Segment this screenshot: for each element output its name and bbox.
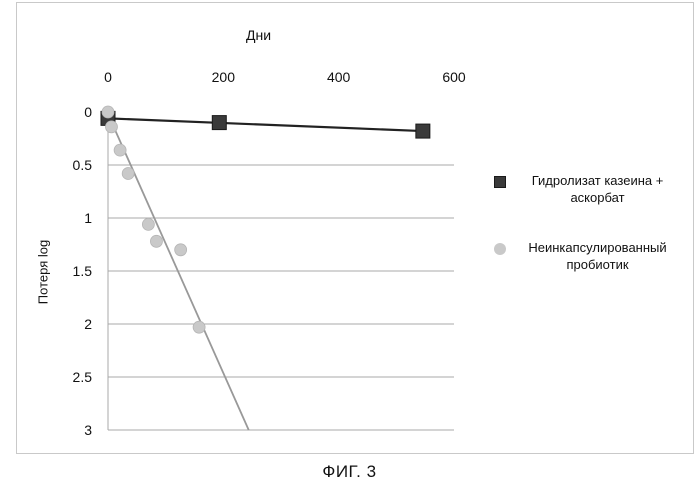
y-tick-label: 3 <box>84 422 92 438</box>
y-tick-label: 2 <box>84 316 92 332</box>
data-point-square <box>212 116 226 130</box>
data-point-square <box>416 124 430 138</box>
data-point-circle <box>102 106 114 118</box>
x-axis-title: Дни <box>246 27 271 43</box>
grid-lines <box>108 165 454 430</box>
trendline <box>108 118 423 131</box>
data-points <box>101 106 430 333</box>
trendlines <box>108 114 423 430</box>
x-tick-label: 0 <box>104 69 112 85</box>
data-point-circle <box>150 235 162 247</box>
legend-circle-marker <box>494 243 506 255</box>
y-tick-labels: 0 0.5 1 1.5 2 2.5 3 <box>73 104 93 438</box>
x-tick-label: 600 <box>442 69 466 85</box>
x-tick-label: 200 <box>212 69 236 85</box>
data-point-circle <box>122 167 134 179</box>
y-tick-label: 1 <box>84 210 92 226</box>
legend-item-casein-ascorbate: Гидролизат казеина + аскорбат <box>494 172 694 206</box>
legend-label: Гидролизат казеина + аскорбат <box>494 172 685 206</box>
x-tick-labels: 0 200 400 600 <box>104 69 466 85</box>
data-point-circle <box>105 121 117 133</box>
figure-caption: ФИГ. 3 <box>0 462 699 482</box>
legend: Гидролизат казеина + аскорбат Неинкапсул… <box>494 172 694 273</box>
data-point-circle <box>142 218 154 230</box>
legend-item-unencapsulated-probiotic: Неинкапсулированный пробиотик <box>494 239 694 273</box>
trendline <box>108 114 249 430</box>
y-axis-title: Потеря log <box>36 240 51 304</box>
y-tick-label: 2.5 <box>73 369 93 385</box>
legend-square-marker <box>494 176 506 188</box>
y-tick-label: 0 <box>84 104 92 120</box>
x-tick-label: 400 <box>327 69 351 85</box>
data-point-circle <box>175 244 187 256</box>
data-point-circle <box>114 144 126 156</box>
y-tick-label: 1.5 <box>73 263 93 279</box>
data-point-circle <box>193 321 205 333</box>
legend-label: Неинкапсулированный пробиотик <box>494 239 685 273</box>
y-tick-label: 0.5 <box>73 157 93 173</box>
